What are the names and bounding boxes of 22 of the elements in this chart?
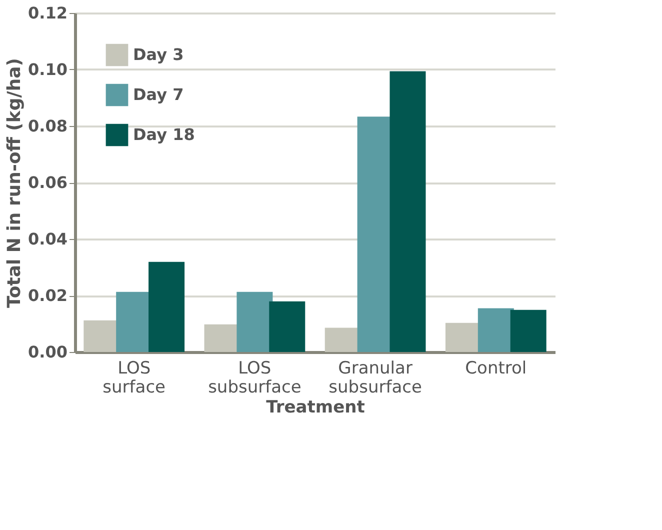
bar	[148, 262, 185, 352]
bar	[510, 310, 546, 352]
x-tick-label: Control	[465, 358, 527, 378]
bar	[236, 292, 273, 352]
x-tick-label: Granular subsurface	[328, 358, 422, 398]
y-tick-label: 0.06	[28, 173, 68, 192]
legend-label: Day 3	[133, 45, 184, 64]
y-axis-title: Total N in run-off (kg/ha)	[4, 58, 26, 308]
x-axis-title: Treatment	[266, 398, 365, 418]
x-tick-label: LOS surface	[102, 358, 166, 398]
legend-label: Day 7	[133, 85, 184, 104]
y-tick-label: 0.04	[28, 230, 68, 248]
legend-label: Day 18	[133, 125, 195, 144]
y-tick-label: 0.10	[28, 60, 68, 79]
y-tick-label: 0.02	[28, 286, 68, 305]
bar	[269, 301, 306, 352]
bar	[478, 308, 514, 352]
y-tick-label: 0.08	[28, 116, 68, 136]
y-tick-label: 0.12	[28, 4, 68, 22]
x-tick-label: LOS subsurface	[208, 358, 302, 398]
bar	[390, 71, 426, 352]
y-tick-label: 0.00	[28, 342, 68, 362]
